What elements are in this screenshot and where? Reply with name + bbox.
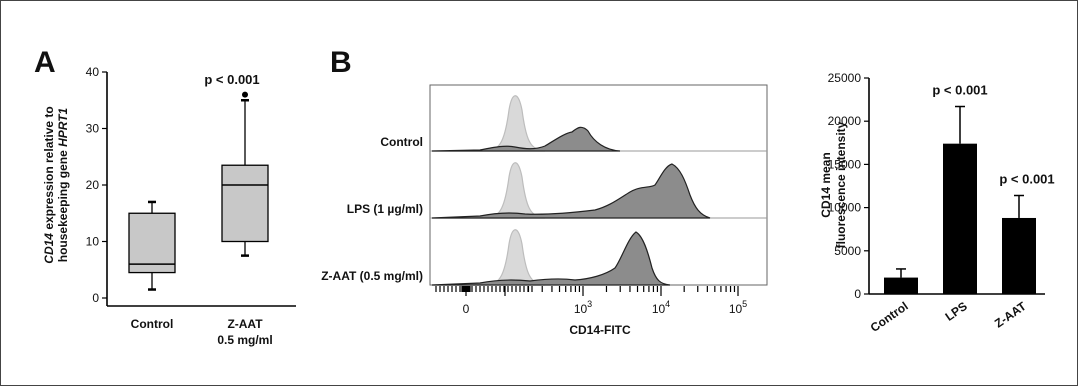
histogram-xlabel: CD14-FITC — [569, 323, 631, 337]
bar-lps — [943, 143, 977, 294]
panel-a-ytick-label: 40 — [86, 65, 100, 79]
bar-z-aat — [1002, 217, 1036, 294]
bar-category-label: Z-AAT — [992, 299, 1029, 331]
histogram-frame — [429, 84, 768, 286]
bar-ylabel-line2: fluorescence intensity — [834, 121, 848, 248]
bar-ytick-label: 5000 — [834, 244, 861, 258]
histogram-row-zaat: Z-AAT (0.5 mg/ml) — [321, 269, 423, 283]
bar-ytick-label: 25000 — [828, 71, 862, 85]
bar-category-label: LPS — [943, 299, 970, 324]
box-iqr — [128, 212, 176, 274]
histogram-control-cd14 — [431, 126, 621, 152]
histogram-row-lps: LPS (1 µg/ml) — [347, 202, 423, 216]
histogram-xtick-0: 0 — [463, 302, 470, 316]
histogram-zaat-cd14 — [431, 231, 671, 286]
histogram-lps-isotype — [432, 162, 546, 219]
histogram-xtick-100000: 105 — [729, 299, 747, 316]
bar-ytick-label: 10000 — [828, 201, 862, 215]
box-outlier — [242, 91, 248, 98]
panel-b-letter: B — [330, 46, 352, 79]
histogram-lps-cd14 — [431, 163, 711, 219]
panel-bar: CD14 mean fluorescence intensity 0 5000 10… — [819, 71, 1055, 335]
panel-a-ytick-label: 10 — [86, 235, 100, 249]
bar-pvalue: p < 0.001 — [932, 83, 987, 98]
bar-control — [884, 277, 918, 294]
histogram-row-control: Control — [380, 135, 423, 149]
bar-ytick-label: 20000 — [828, 114, 862, 128]
panel-a-letter: A — [34, 46, 56, 79]
panel-a-cat-zaat-dose: 0.5 mg/ml — [217, 333, 272, 347]
histogram-xtick-1000: 103 — [574, 299, 592, 316]
panel-a: A CD14 expression relative to housekeepi… — [34, 46, 296, 347]
panel-a-ytick-label: 20 — [86, 178, 100, 192]
panel-a-pvalue: p < 0.001 — [204, 72, 259, 87]
bar-category-label: Control — [868, 299, 911, 335]
histogram-x-axis-ticks — [435, 286, 739, 296]
bar-ytick-label: 15000 — [828, 157, 862, 171]
panel-a-ytick-label: 30 — [86, 122, 100, 136]
panel-b: B Control LPS (1 µg/ml) Z-AAT (0.5 mg/ml… — [321, 46, 768, 337]
panel-a-ytick-label: 0 — [92, 291, 99, 305]
bar-pvalue: p < 0.001 — [999, 172, 1054, 187]
histogram-xtick-10000: 104 — [652, 299, 670, 316]
panel-a-ylabel-line1: CD14 expression relative to — [42, 106, 56, 263]
histogram-zaat-isotype — [432, 229, 546, 286]
histogram-control-isotype — [432, 95, 546, 152]
box-iqr — [221, 164, 269, 243]
bar-ylabel-line1: CD14 mean — [819, 152, 833, 217]
panel-a-ylabel-line2: housekeeping gene HPRT1 — [56, 107, 70, 262]
panel-a-cat-zaat: Z-AAT — [227, 317, 263, 331]
panel-a-cat-control: Control — [131, 317, 174, 331]
bar-ytick-label: 0 — [854, 287, 861, 301]
